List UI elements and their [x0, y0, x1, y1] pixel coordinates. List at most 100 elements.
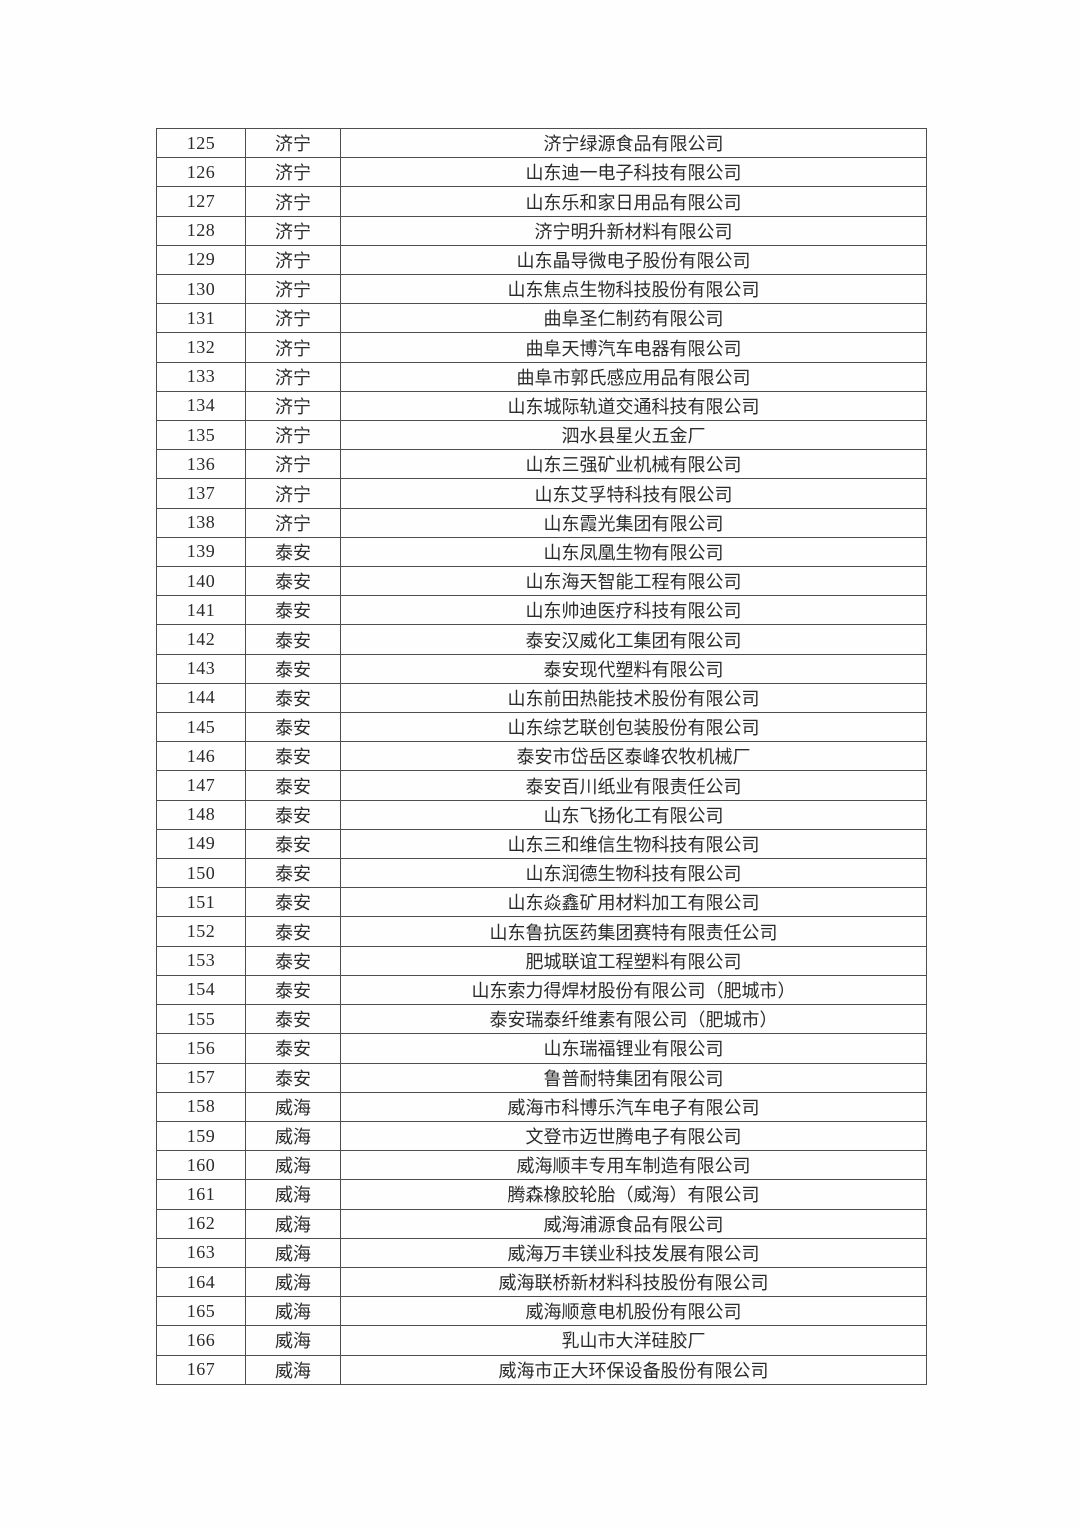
- city-cell: 威海: [245, 1208, 341, 1239]
- table-row: 135 济宁 泗水县星火五金厂: [156, 420, 927, 451]
- table-row: 145 泰安 山东综艺联创包装股份有限公司: [156, 712, 927, 743]
- index-cell: 158: [156, 1091, 246, 1122]
- company-cell: 曲阜天博汽车电器有限公司: [340, 332, 927, 363]
- city-cell: 威海: [245, 1296, 341, 1327]
- company-cell: 山东凤凰生物有限公司: [340, 536, 927, 568]
- index-cell: 156: [156, 1033, 246, 1064]
- city-cell: 泰安: [245, 945, 341, 976]
- index-cell: 131: [156, 303, 246, 334]
- company-cell: 山东海天智能工程有限公司: [340, 566, 927, 597]
- table-row: 153 泰安 肥城联谊工程塑料有限公司: [156, 945, 927, 976]
- company-cell: 山东艾孚特科技有限公司: [340, 478, 927, 509]
- company-cell: 泰安市岱岳区泰峰农牧机械厂: [340, 741, 927, 772]
- company-cell: 山东鲁抗医药集团赛特有限责任公司: [340, 916, 927, 947]
- city-cell: 泰安: [245, 916, 341, 947]
- company-cell: 威海顺意电机股份有限公司: [340, 1296, 927, 1327]
- company-cell: 济宁绿源食品有限公司: [340, 127, 927, 159]
- table-row: 160 威海 威海顺丰专用车制造有限公司: [156, 1150, 927, 1181]
- table-row: 162 威海 威海浦源食品有限公司: [156, 1208, 927, 1239]
- city-cell: 威海: [245, 1120, 341, 1152]
- city-cell: 济宁: [245, 478, 341, 509]
- city-cell: 威海: [245, 1179, 341, 1210]
- company-cell: 山东飞扬化工有限公司: [340, 799, 927, 830]
- index-cell: 160: [156, 1150, 246, 1181]
- index-cell: 143: [156, 653, 246, 684]
- index-cell: 149: [156, 828, 246, 860]
- city-cell: 泰安: [245, 566, 341, 597]
- company-cell: 泗水县星火五金厂: [340, 420, 927, 451]
- city-cell: 泰安: [245, 595, 341, 626]
- city-cell: 威海: [245, 1150, 341, 1181]
- table-row: 133 济宁 曲阜市郭氏感应用品有限公司: [156, 361, 927, 392]
- index-cell: 127: [156, 186, 246, 217]
- table-row: 129 济宁 山东晶导微电子股份有限公司: [156, 244, 927, 276]
- table-row: 163 威海 威海万丰镁业科技发展有限公司: [156, 1237, 927, 1268]
- table-row: 146 泰安 泰安市岱岳区泰峰农牧机械厂: [156, 741, 927, 772]
- table-row: 165 威海 威海顺意电机股份有限公司: [156, 1296, 927, 1327]
- index-cell: 166: [156, 1325, 246, 1356]
- table-row: 138 济宁 山东霞光集团有限公司: [156, 507, 927, 538]
- company-cell: 山东瑞福锂业有限公司: [340, 1033, 927, 1064]
- table-row: 151 泰安 山东焱鑫矿用材料加工有限公司: [156, 887, 927, 918]
- table-row: 150 泰安 山东润德生物科技有限公司: [156, 858, 927, 889]
- city-cell: 济宁: [245, 361, 341, 392]
- city-cell: 威海: [245, 1266, 341, 1298]
- city-cell: 济宁: [245, 507, 341, 538]
- index-cell: 144: [156, 682, 246, 714]
- city-cell: 泰安: [245, 712, 341, 743]
- company-cell: 威海联桥新材料科技股份有限公司: [340, 1266, 927, 1298]
- index-cell: 138: [156, 507, 246, 538]
- city-cell: 泰安: [245, 682, 341, 714]
- city-cell: 泰安: [245, 858, 341, 889]
- city-cell: 济宁: [245, 420, 341, 451]
- company-cell: 曲阜市郭氏感应用品有限公司: [340, 361, 927, 392]
- city-cell: 威海: [245, 1354, 341, 1386]
- table-row: 149 泰安 山东三和维信生物科技有限公司: [156, 828, 927, 860]
- company-cell: 泰安百川纸业有限责任公司: [340, 770, 927, 801]
- company-cell: 威海顺丰专用车制造有限公司: [340, 1150, 927, 1181]
- index-cell: 134: [156, 390, 246, 422]
- company-cell: 肥城联谊工程塑料有限公司: [340, 945, 927, 976]
- table-row: 136 济宁 山东三强矿业机械有限公司: [156, 449, 927, 480]
- city-cell: 泰安: [245, 887, 341, 918]
- company-table: 125 济宁 济宁绿源食品有限公司 126 济宁 山东迪一电子科技有限公司 127 济宁 山东乐…: [156, 127, 927, 1386]
- city-cell: 泰安: [245, 799, 341, 830]
- index-cell: 141: [156, 595, 246, 626]
- city-cell: 泰安: [245, 974, 341, 1006]
- company-cell: 山东焦点生物科技股份有限公司: [340, 274, 927, 305]
- company-cell: 山东晶导微电子股份有限公司: [340, 244, 927, 276]
- index-cell: 154: [156, 974, 246, 1006]
- company-cell: 威海万丰镁业科技发展有限公司: [340, 1237, 927, 1268]
- table-row: 147 泰安 泰安百川纸业有限责任公司: [156, 770, 927, 801]
- city-cell: 济宁: [245, 449, 341, 480]
- city-cell: 泰安: [245, 741, 341, 772]
- table-row: 134 济宁 山东城际轨道交通科技有限公司: [156, 390, 927, 422]
- index-cell: 162: [156, 1208, 246, 1239]
- table-row: 143 泰安 泰安现代塑料有限公司: [156, 653, 927, 684]
- city-cell: 威海: [245, 1091, 341, 1122]
- table-row: 164 威海 威海联桥新材料科技股份有限公司: [156, 1266, 927, 1298]
- company-table-body: 125 济宁 济宁绿源食品有限公司 126 济宁 山东迪一电子科技有限公司 127 济宁 山东乐…: [156, 127, 927, 1386]
- table-row: 130 济宁 山东焦点生物科技股份有限公司: [156, 274, 927, 305]
- table-row: 142 泰安 泰安汉威化工集团有限公司: [156, 624, 927, 655]
- table-row: 128 济宁 济宁明升新材料有限公司: [156, 215, 927, 246]
- table-row: 141 泰安 山东帅迪医疗科技有限公司: [156, 595, 927, 626]
- table-row: 132 济宁 曲阜天博汽车电器有限公司: [156, 332, 927, 363]
- index-cell: 135: [156, 420, 246, 451]
- table-row: 157 泰安 鲁普耐特集团有限公司: [156, 1062, 927, 1093]
- company-cell: 山东乐和家日用品有限公司: [340, 186, 927, 217]
- table-row: 139 泰安 山东凤凰生物有限公司: [156, 536, 927, 568]
- company-cell: 泰安汉威化工集团有限公司: [340, 624, 927, 655]
- table-row: 159 威海 文登市迈世腾电子有限公司: [156, 1120, 927, 1152]
- table-row: 152 泰安 山东鲁抗医药集团赛特有限责任公司: [156, 916, 927, 947]
- index-cell: 151: [156, 887, 246, 918]
- table-row: 155 泰安 泰安瑞泰纤维素有限公司（肥城市）: [156, 1004, 927, 1035]
- index-cell: 161: [156, 1179, 246, 1210]
- index-cell: 167: [156, 1354, 246, 1386]
- table-row: 140 泰安 山东海天智能工程有限公司: [156, 566, 927, 597]
- city-cell: 济宁: [245, 186, 341, 217]
- company-cell: 山东润德生物科技有限公司: [340, 858, 927, 889]
- table-row: 127 济宁 山东乐和家日用品有限公司: [156, 186, 927, 217]
- table-row: 144 泰安 山东前田热能技术股份有限公司: [156, 682, 927, 714]
